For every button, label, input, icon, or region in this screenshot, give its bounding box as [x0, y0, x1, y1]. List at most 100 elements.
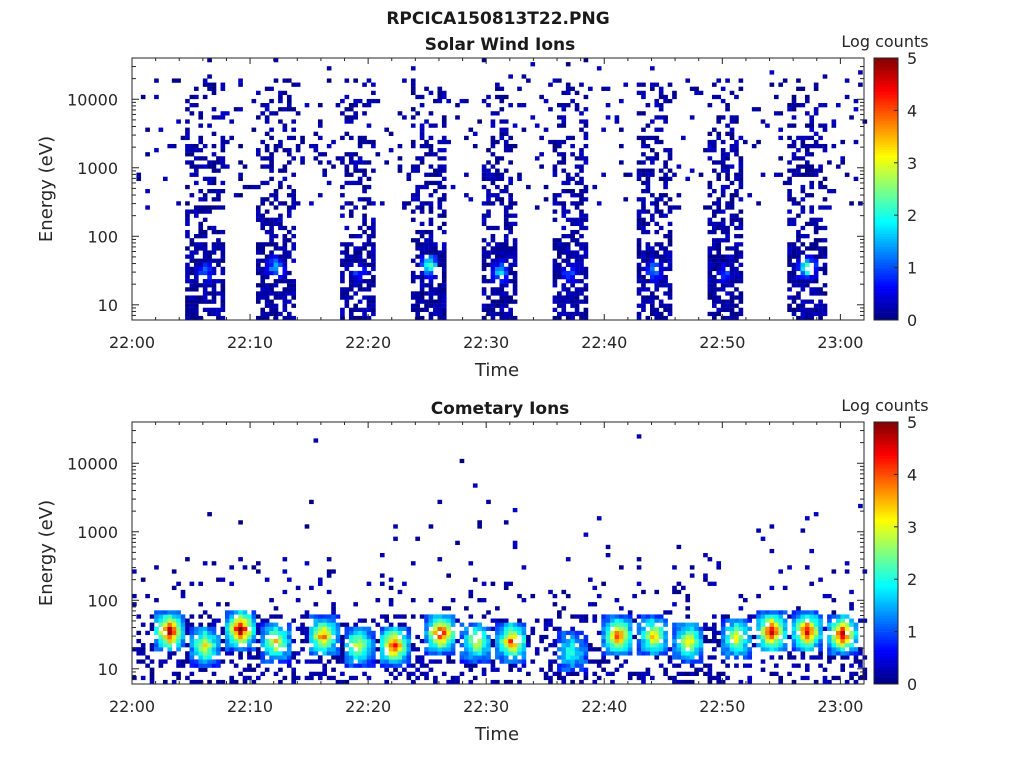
spectrogram-cell — [813, 229, 819, 235]
spectrogram-cell — [189, 148, 195, 153]
spectrogram-cell — [508, 299, 513, 304]
spectrogram-cell — [813, 131, 819, 136]
spectrogram-cell — [371, 307, 376, 313]
spectrogram-cell — [437, 287, 443, 292]
spectrogram-cell — [818, 250, 823, 255]
y-tick-label: 1000 — [77, 159, 118, 178]
spectrogram-cell — [548, 643, 553, 648]
spectrogram-cell — [769, 630, 775, 636]
spectrogram-cell — [260, 103, 266, 108]
spectrogram-cell — [570, 270, 575, 276]
spectrogram-cell — [738, 626, 744, 631]
spectrogram-cell — [835, 643, 841, 648]
spectrogram-cell — [193, 234, 199, 239]
spectrogram-cell — [495, 156, 500, 161]
spectrogram-cell — [446, 630, 451, 636]
spectrogram-cell — [711, 201, 717, 206]
spectrogram-cell — [676, 671, 682, 677]
spectrogram-cell — [760, 614, 766, 619]
colorbar-segment — [874, 634, 898, 638]
spectrogram-cell — [353, 634, 358, 640]
spectrogram-cell — [570, 643, 575, 648]
spectrogram-cell — [787, 634, 792, 640]
spectrogram-cell — [269, 168, 274, 173]
spectrogram-cell — [282, 262, 288, 267]
spectrogram-cell — [645, 287, 651, 292]
spectrogram-cell — [574, 201, 580, 206]
spectrogram-cell — [264, 287, 270, 292]
spectrogram-cell — [450, 675, 456, 681]
spectrogram-cell — [459, 651, 465, 656]
spectrogram-cell — [596, 516, 602, 521]
spectrogram-cell — [273, 246, 279, 251]
spectrogram-cell — [769, 671, 775, 677]
spectrogram-cell — [804, 111, 810, 116]
spectrogram-cell — [291, 189, 297, 194]
spectrogram-cell — [353, 115, 358, 120]
spectrogram-cell — [481, 266, 487, 272]
spectrogram-cell — [371, 262, 376, 267]
spectrogram-cell — [220, 160, 226, 165]
spectrogram-cell — [689, 643, 695, 648]
spectrogram-cell — [260, 246, 266, 251]
spectrogram-cell — [729, 262, 735, 267]
spectrogram-cell — [720, 634, 726, 640]
spectrogram-cell — [477, 622, 482, 627]
colorbar-segment — [874, 537, 898, 541]
spectrogram-cell — [198, 651, 204, 656]
spectrogram-cell — [804, 98, 810, 104]
spectrogram-cell — [791, 679, 797, 685]
spectrogram-cell — [499, 172, 505, 177]
spectrogram-cell — [738, 217, 744, 222]
spectrogram-cell — [326, 589, 332, 595]
spectrogram-cell — [711, 82, 717, 87]
spectrogram-cell — [804, 148, 810, 153]
spectrogram-cell — [158, 663, 164, 668]
spectrogram-cell — [282, 295, 288, 300]
spectrogram-cell — [255, 152, 261, 157]
spectrogram-cell — [424, 238, 429, 243]
spectrogram-cell — [428, 135, 434, 141]
spectrogram-cell — [207, 209, 212, 214]
spectrogram-cell — [371, 659, 376, 664]
spectrogram-cell — [415, 291, 420, 296]
spectrogram-cell — [486, 160, 491, 165]
spectrogram-cell — [198, 299, 204, 304]
x-tick-label: 22:10 — [227, 697, 273, 716]
spectrogram-cell — [773, 630, 779, 636]
spectrogram-cell — [353, 602, 358, 607]
spectrogram-cell — [406, 659, 412, 664]
spectrogram-cell — [472, 675, 478, 681]
spectrogram-cell — [605, 643, 611, 648]
spectrogram-cell — [614, 630, 620, 636]
spectrogram-cell — [158, 643, 164, 648]
spectrogram-cell — [765, 630, 770, 636]
colorbar-segment — [874, 440, 898, 444]
spectrogram-cell — [481, 315, 487, 321]
spectrogram-cell — [198, 622, 204, 627]
spectrogram-cell — [211, 622, 217, 627]
spectrogram-cell — [410, 193, 416, 198]
spectrogram-cell — [269, 254, 274, 259]
spectrogram-cell — [264, 242, 270, 247]
spectrogram-cell — [220, 148, 226, 153]
spectrogram-cell — [238, 618, 243, 623]
spectrogram-cell — [641, 82, 646, 87]
spectrogram-cell — [340, 295, 345, 300]
spectrogram-cell — [574, 634, 580, 640]
spectrogram-cell — [348, 262, 354, 267]
spectrogram-cell — [353, 630, 358, 636]
spectrogram-cell — [464, 98, 469, 104]
spectrogram-cell — [698, 643, 704, 648]
spectrogram-cell — [154, 565, 159, 570]
spectrogram-cell — [371, 266, 376, 272]
spectrogram-cell — [565, 254, 571, 259]
spectrogram-cell — [822, 127, 828, 132]
spectrogram-cell — [565, 189, 571, 194]
spectrogram-cell — [667, 168, 673, 173]
spectrogram-cell — [521, 127, 527, 132]
spectrogram-cell — [773, 172, 779, 177]
spectrogram-cell — [348, 254, 354, 259]
spectrogram-cell — [247, 614, 252, 619]
spectrogram-cell — [809, 622, 815, 627]
